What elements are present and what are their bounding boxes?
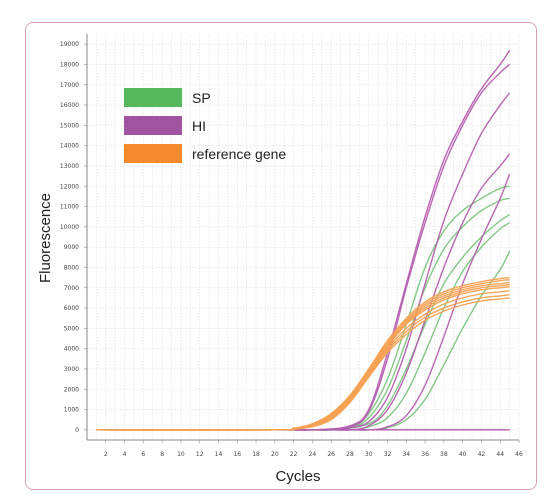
legend-swatch bbox=[124, 144, 182, 163]
x-tick-label: 16 bbox=[233, 451, 241, 458]
y-tick-label: 19000 bbox=[60, 41, 79, 48]
x-tick-label: 42 bbox=[478, 451, 486, 458]
series-lines bbox=[96, 49, 511, 432]
y-tick-label: 3000 bbox=[64, 366, 79, 373]
y-tick-label: 16000 bbox=[60, 102, 79, 109]
y-tick-label: 10000 bbox=[60, 224, 79, 231]
x-tick-label: 40 bbox=[459, 451, 467, 458]
x-tick-label: 10 bbox=[177, 451, 185, 458]
y-tick-label: 6000 bbox=[64, 305, 79, 312]
y-tick-label: 0 bbox=[75, 427, 79, 434]
y-tick-label: 11000 bbox=[60, 204, 79, 211]
x-tick-label: 20 bbox=[271, 451, 279, 458]
legend-label: SP bbox=[192, 90, 211, 106]
legend-label: reference gene bbox=[192, 146, 286, 162]
x-tick-label: 32 bbox=[384, 451, 392, 458]
x-axis-title: Cycles bbox=[275, 468, 320, 485]
y-tick-label: 2000 bbox=[64, 386, 79, 393]
y-tick-label: 4000 bbox=[64, 346, 79, 353]
tick-labels: 2 4 6 8 10 12 14 16 18 20 22 24 26 28 30 32 34 36 38 40 42 44… bbox=[60, 41, 523, 458]
legend-label: HI bbox=[192, 118, 206, 134]
x-tick-label: 12 bbox=[196, 451, 204, 458]
x-tick-label: 2 bbox=[104, 451, 108, 458]
y-tick-label: 7000 bbox=[64, 285, 79, 292]
x-tick-label: 34 bbox=[402, 451, 410, 458]
legend: SP HI reference gene bbox=[124, 88, 286, 163]
x-tick-label: 18 bbox=[252, 451, 260, 458]
y-tick-label: 13000 bbox=[60, 163, 79, 170]
y-axis-title: Fluorescence bbox=[37, 193, 54, 283]
y-tick-label: 15000 bbox=[60, 122, 79, 129]
axes bbox=[84, 34, 520, 443]
x-tick-label: 38 bbox=[440, 451, 448, 458]
x-tick-label: 14 bbox=[215, 451, 223, 458]
y-tick-label: 17000 bbox=[60, 82, 79, 89]
y-tick-label: 18000 bbox=[60, 61, 79, 68]
y-tick-label: 14000 bbox=[60, 143, 79, 150]
y-tick-label: 8000 bbox=[64, 264, 79, 271]
y-tick-label: 12000 bbox=[60, 183, 79, 190]
x-tick-label: 30 bbox=[365, 451, 373, 458]
x-tick-label: 46 bbox=[515, 451, 523, 458]
x-tick-label: 36 bbox=[421, 451, 429, 458]
x-tick-label: 4 bbox=[123, 451, 127, 458]
y-tick-label: 5000 bbox=[64, 325, 79, 332]
x-tick-label: 24 bbox=[309, 451, 317, 458]
y-tick-label: 1000 bbox=[64, 407, 79, 414]
legend-swatch bbox=[124, 88, 182, 107]
x-tick-label: 44 bbox=[496, 451, 504, 458]
x-tick-label: 6 bbox=[141, 451, 145, 458]
x-tick-label: 26 bbox=[327, 451, 335, 458]
x-tick-label: 8 bbox=[160, 451, 164, 458]
x-tick-label: 22 bbox=[290, 451, 298, 458]
legend-swatch bbox=[124, 116, 182, 135]
series-line-reference-gene bbox=[96, 284, 510, 431]
x-tick-label: 28 bbox=[346, 451, 354, 458]
y-tick-label: 9000 bbox=[64, 244, 79, 251]
